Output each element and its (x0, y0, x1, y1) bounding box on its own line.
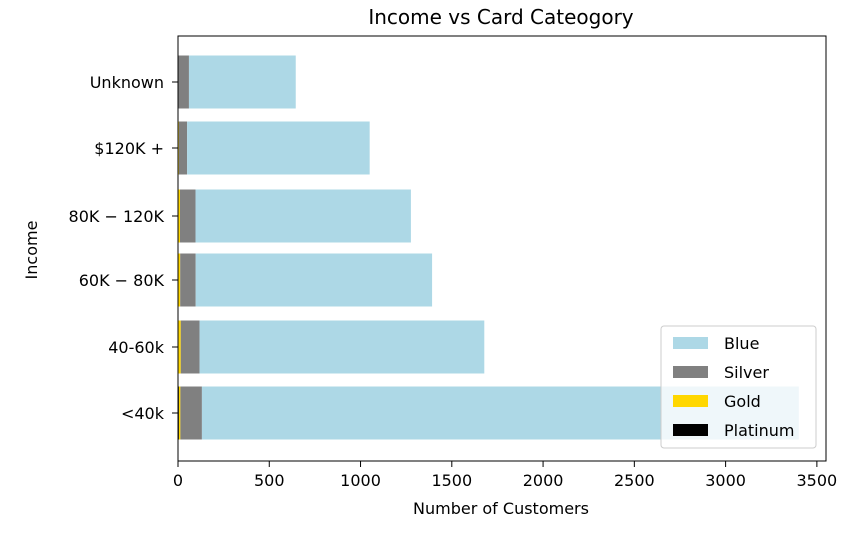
bar-blue-2 (195, 253, 433, 307)
bar-blue-1 (199, 320, 485, 374)
bar-silver-4 (178, 121, 188, 175)
bar-silver-5 (178, 55, 189, 109)
bar-gold-0 (178, 386, 181, 440)
x-tick-label: 500 (254, 471, 285, 490)
bar-silver-0 (180, 386, 202, 440)
bar-gold-2 (178, 253, 181, 307)
bar-gold-1 (178, 320, 181, 374)
x-axis-title: Number of Customers (413, 499, 589, 518)
chart-title: Income vs Card Cateogory (368, 5, 633, 29)
x-tick-label: 3000 (705, 471, 746, 490)
x-tick-label: 1000 (340, 471, 381, 490)
x-tick-label: 3500 (797, 471, 838, 490)
legend-label-platinum: Platinum (724, 421, 794, 440)
legend-swatch-blue (673, 337, 708, 349)
y-tick-label: $120K + (94, 139, 164, 158)
legend: Blue Silver Gold Platinum (660, 325, 817, 449)
bar-silver-3 (180, 189, 196, 243)
legend-label-silver: Silver (724, 363, 769, 382)
bar-blue-4 (187, 121, 370, 175)
legend-label-gold: Gold (724, 392, 761, 411)
y-tick-label: 80K − 120K (69, 207, 165, 226)
x-axis: 0 500 1000 1500 2000 2500 3000 3500 (173, 461, 837, 490)
x-tick-label: 0 (173, 471, 183, 490)
x-tick-label: 2500 (614, 471, 655, 490)
legend-swatch-silver (673, 366, 708, 378)
y-tick-label: 60K − 80K (79, 271, 165, 290)
bar-blue-5 (188, 55, 296, 109)
x-tick-label: 2000 (523, 471, 564, 490)
y-tick-label: <40k (121, 404, 165, 423)
legend-box (660, 325, 817, 449)
bar-gold-3 (178, 189, 181, 243)
bar-silver-1 (180, 320, 200, 374)
bar-blue-3 (195, 189, 411, 243)
y-tick-label: Unknown (90, 73, 164, 92)
y-axis: <40k 40-60k 60K − 80K 80K − 120K $120K + Unkn… (69, 73, 178, 423)
y-axis-title: Income (22, 221, 41, 280)
bar-silver-2 (180, 253, 196, 307)
x-tick-label: 1500 (431, 471, 472, 490)
legend-swatch-platinum (673, 424, 708, 436)
plot-frame (177, 35, 827, 462)
legend-swatch-gold (673, 395, 708, 407)
legend-label-blue: Blue (724, 334, 759, 353)
y-tick-label: 40-60k (108, 338, 164, 357)
bar-gold-4 (178, 121, 179, 175)
